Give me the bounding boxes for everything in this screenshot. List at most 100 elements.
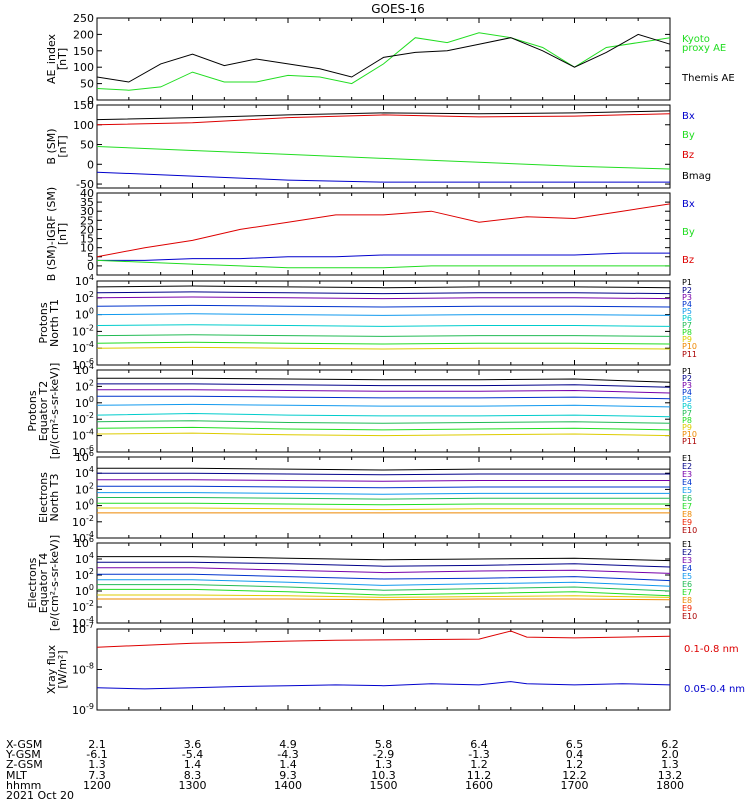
legend-e5: E5 bbox=[682, 486, 692, 495]
legend-e1: E1 bbox=[682, 454, 692, 463]
series-line-by bbox=[96, 259, 670, 269]
series-line-bz bbox=[96, 113, 671, 126]
y-axis-label: Xray flux bbox=[45, 644, 58, 694]
legend-e9: E9 bbox=[682, 604, 692, 613]
legend-bmag: Bmag bbox=[682, 171, 711, 182]
legend-e6: E6 bbox=[682, 494, 692, 503]
y-tick-label: -50 bbox=[76, 178, 94, 191]
series-line-e1 bbox=[97, 467, 670, 471]
x-table-value-x: 6.4 bbox=[470, 738, 488, 751]
y-tick-label: 100 bbox=[75, 307, 94, 322]
legend-p2: P2 bbox=[682, 286, 692, 295]
y-axis-label: Protons bbox=[37, 302, 50, 343]
y-tick-label: 25 bbox=[80, 214, 94, 227]
y-tick-label: 10 bbox=[80, 242, 94, 255]
x-table-value-mlt: 11.2 bbox=[467, 769, 492, 782]
y-tick-label: 10-7 bbox=[72, 621, 94, 636]
y-tick-label: 100 bbox=[75, 395, 94, 410]
legend-proxy-ae: proxy AE bbox=[682, 43, 726, 54]
y-tick-label: 106 bbox=[75, 535, 94, 550]
x-table-value-x: 4.9 bbox=[279, 738, 297, 751]
y-axis-label: [e/(cm²-s-sr-keV)] bbox=[48, 535, 61, 631]
y-tick-label: 100 bbox=[73, 61, 94, 74]
legend-e3: E3 bbox=[682, 556, 692, 565]
series-line-p7 bbox=[96, 420, 671, 424]
series-line-p8 bbox=[96, 341, 671, 345]
x-table-value-x: 6.2 bbox=[661, 738, 679, 751]
legend-kyoto: Kyoto bbox=[682, 34, 710, 45]
x-table-value-mlt: 8.3 bbox=[184, 769, 202, 782]
y-tick-label: 10-4 bbox=[72, 428, 94, 443]
y-axis-label: North T3 bbox=[48, 474, 61, 522]
y-axis-label: Equator T2 bbox=[37, 381, 50, 441]
x-table-value-y: -5.4 bbox=[182, 748, 203, 761]
y-tick-label: 150 bbox=[73, 45, 94, 58]
series-line-e4 bbox=[97, 573, 671, 582]
legend-e6: E6 bbox=[682, 580, 692, 589]
y-tick-label: 10-2 bbox=[72, 514, 94, 529]
legend-bz: Bz bbox=[682, 150, 694, 161]
legend-e8: E8 bbox=[682, 596, 692, 605]
y-axis-label: Electrons bbox=[37, 472, 50, 523]
y-tick-label: 100 bbox=[75, 498, 94, 513]
y-axis-label: [p/(cm²-s-sr-keV)] bbox=[48, 363, 61, 460]
x-table-value-x: 3.6 bbox=[184, 738, 202, 751]
legend-bx: Bx bbox=[682, 111, 695, 122]
legend-p1: P1 bbox=[682, 278, 692, 287]
y-tick-label: 250 bbox=[73, 12, 94, 25]
series-line-e4 bbox=[97, 485, 670, 489]
series-line-p6 bbox=[96, 324, 671, 327]
legend-p8: P8 bbox=[682, 328, 692, 337]
y-tick-label: 200 bbox=[73, 28, 94, 41]
panel-frame bbox=[96, 369, 671, 453]
series-line-by bbox=[96, 146, 671, 170]
x-row-label-x-gsm: X-GSM bbox=[6, 738, 42, 751]
legend-bx: Bx bbox=[682, 199, 695, 210]
series-line-e2 bbox=[97, 561, 671, 568]
y-axis-label: Electrons bbox=[26, 557, 39, 608]
series-line-bmag bbox=[96, 110, 671, 121]
series-line-p8 bbox=[96, 426, 671, 431]
x-table-value-z: 1.2 bbox=[470, 758, 488, 771]
y-tick-label: 10-9 bbox=[72, 702, 94, 717]
legend-e9: E9 bbox=[682, 518, 692, 527]
legend-p4: P4 bbox=[682, 300, 692, 309]
y-axis-label: North T1 bbox=[48, 299, 61, 347]
legend-p5: P5 bbox=[682, 307, 692, 316]
series-line-p5 bbox=[96, 403, 671, 408]
legend-e5: E5 bbox=[682, 572, 692, 581]
y-tick-label: 15 bbox=[80, 233, 94, 246]
legend-p10: P10 bbox=[682, 430, 697, 439]
series-line-p2 bbox=[97, 383, 671, 388]
x-row-label-hhmm: hhmm bbox=[6, 779, 41, 792]
legend-by: By bbox=[682, 227, 695, 238]
y-tick-label: 102 bbox=[75, 567, 94, 582]
y-tick-label: 10-2 bbox=[72, 323, 94, 338]
legend-p11: P11 bbox=[682, 350, 697, 359]
series-line-e7 bbox=[97, 588, 671, 597]
series-line-p2 bbox=[96, 291, 671, 295]
y-axis-label: [nT] bbox=[56, 135, 69, 157]
y-tick-label: 0 bbox=[87, 94, 94, 107]
legend-p5: P5 bbox=[682, 395, 692, 404]
legend-e3: E3 bbox=[682, 470, 692, 479]
series-line-p1 bbox=[96, 285, 671, 289]
y-tick-label: 102 bbox=[75, 378, 94, 393]
legend-p3: P3 bbox=[682, 381, 692, 390]
series-line-p7 bbox=[96, 334, 671, 337]
y-axis-label: Equator T4 bbox=[37, 553, 50, 613]
legend-bz: Bz bbox=[682, 255, 694, 266]
series-line-0-1-0-8-nm bbox=[96, 630, 671, 648]
x-table-value-z: 1.3 bbox=[88, 758, 106, 771]
series-line-e7 bbox=[97, 502, 670, 506]
y-tick-label: 104 bbox=[75, 465, 94, 480]
legend-p9: P9 bbox=[682, 423, 692, 432]
y-tick-label: 106 bbox=[75, 449, 94, 464]
series-line-e1 bbox=[97, 556, 671, 562]
series-line-bx bbox=[96, 171, 670, 183]
